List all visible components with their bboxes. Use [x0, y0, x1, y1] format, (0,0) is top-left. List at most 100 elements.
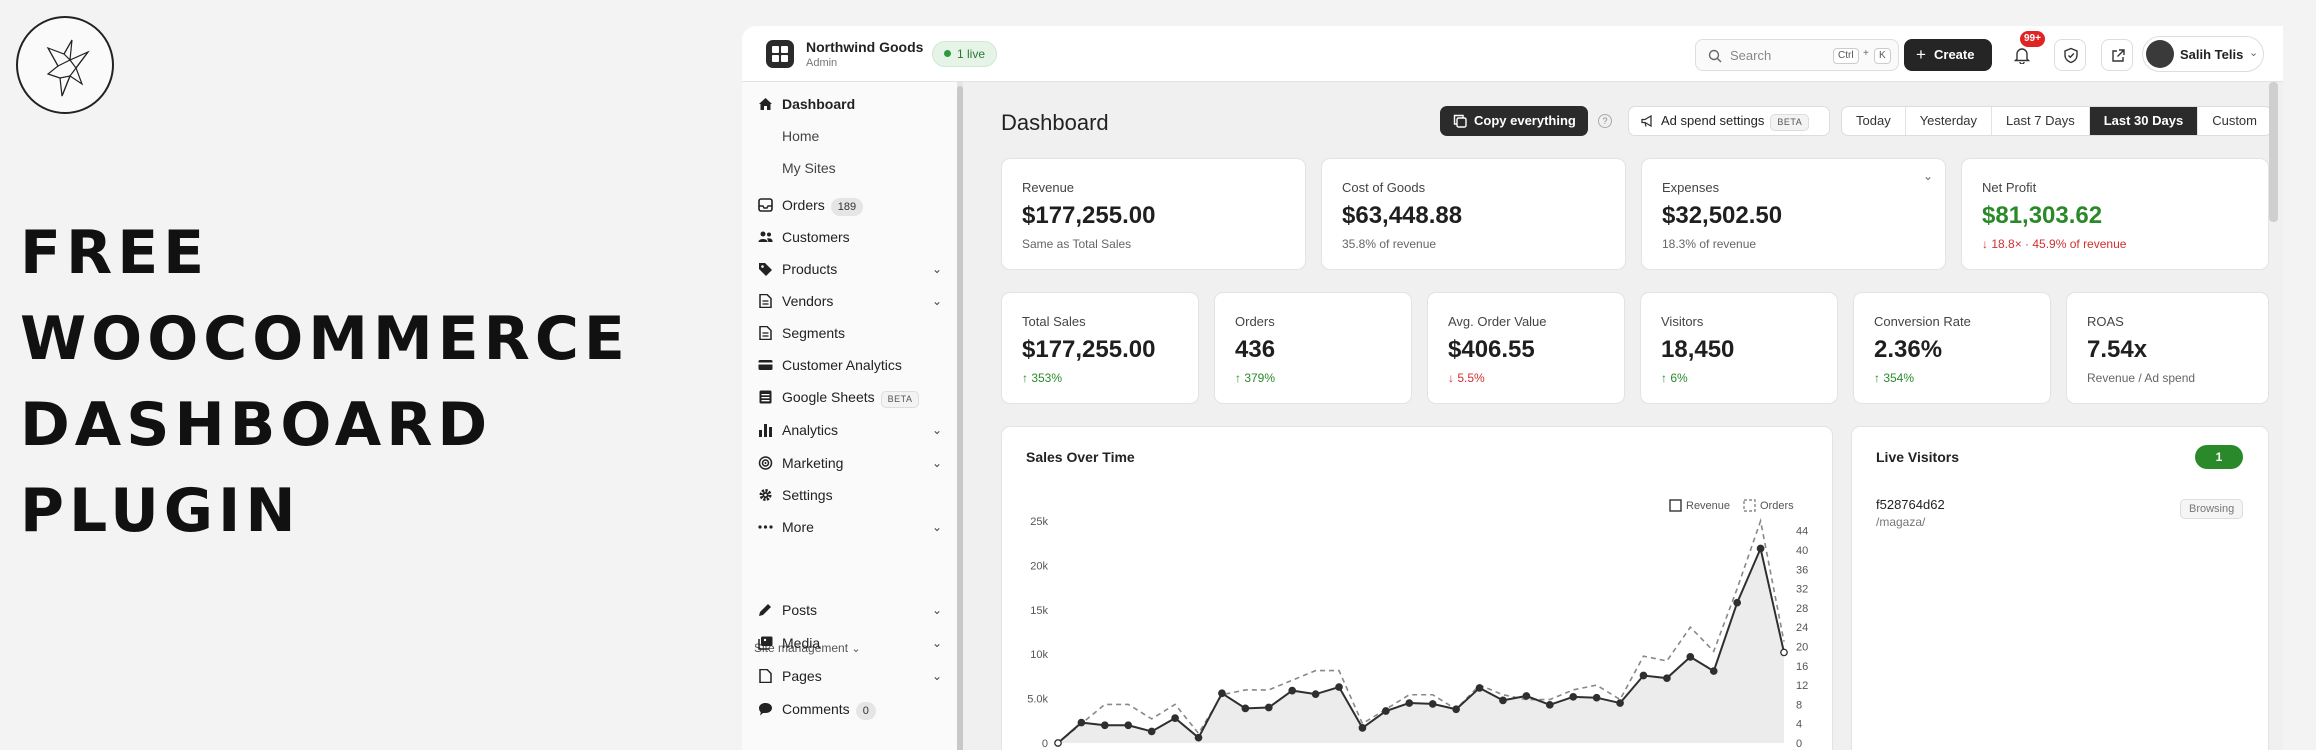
copy-icon [1453, 114, 1467, 128]
y-left-tick-label: 25k [1030, 516, 1048, 528]
page-scrollbar[interactable] [2269, 82, 2278, 222]
revenue-point [1475, 684, 1484, 692]
revenue-point [1663, 674, 1671, 683]
headline-line: FREE [20, 218, 210, 288]
sidebar-item-customer-analytics[interactable]: Customer Analytics [758, 351, 948, 379]
sidebar-item-settings[interactable]: Settings [758, 481, 948, 509]
sidebar-item-google-sheets[interactable]: Google Sheets BETA [758, 383, 948, 411]
kpi-change: ↑ 354% [1874, 371, 1915, 385]
sidebar-item-vendors[interactable]: Vendors ⌄ [758, 287, 948, 315]
sidebar-item-label: Posts [782, 602, 818, 618]
plus-icon: + [1916, 45, 1926, 64]
live-dot-icon [944, 50, 951, 57]
y-left-tick-label: 10k [1030, 649, 1048, 661]
tab-last-30-days[interactable]: Last 30 Days [2089, 107, 2199, 135]
comments-count-badge: 0 [855, 702, 876, 720]
y-right-tick-label: 36 [1796, 564, 1808, 576]
kpi-label: Revenue [1022, 180, 1075, 195]
tab-yesterday[interactable]: Yesterday [1906, 107, 1993, 135]
sidebar-item-products[interactable]: Products ⌄ [758, 255, 948, 283]
sidebar-item-orders[interactable]: Orders 189 [758, 191, 948, 219]
site-management-toggle[interactable]: Site management ⌄ [754, 641, 861, 655]
chevron-down-icon: ⌄ [931, 520, 942, 534]
tab-last-7-days[interactable]: Last 7 Days [1992, 107, 2090, 135]
sidebar-item-label: Products [782, 261, 838, 277]
sidebar-item-media[interactable]: Media ⌄ [758, 629, 948, 657]
users-icon [758, 231, 773, 242]
ad-spend-settings-button[interactable]: Ad spend settings BETA [1628, 106, 1830, 136]
sidebar-item-comments[interactable]: Comments 0 [758, 695, 948, 723]
sidebar-item-marketing[interactable]: Marketing ⌄ [758, 449, 948, 477]
revenue-point [1054, 739, 1062, 747]
promo-panel: FREE WOOCOMMERCE DASHBOARD PLUGIN [0, 0, 740, 750]
sidebar-item-my-sites[interactable]: My Sites [782, 160, 836, 176]
sidebar-item-posts[interactable]: Posts ⌄ [758, 596, 948, 624]
store-name[interactable]: Northwind Goods [806, 39, 924, 55]
orders-count-badge: 189 [830, 198, 864, 216]
sidebar-item-segments[interactable]: Segments [758, 319, 948, 347]
sidebar-item-pages[interactable]: Pages ⌄ [758, 662, 948, 690]
external-link-icon [2112, 49, 2125, 62]
revenue-point [1733, 598, 1742, 607]
y-right-tick-label: 0 [1796, 738, 1802, 750]
topbar: Northwind Goods Admin 1 live Search Ctrl… [742, 26, 2283, 82]
sidebar-item-analytics[interactable]: Analytics ⌄ [758, 416, 948, 444]
revenue-point [1382, 707, 1390, 715]
tab-today[interactable]: Today [1842, 107, 1906, 135]
search-input[interactable]: Search Ctrl + K [1695, 39, 1899, 71]
sidebar-item-label: Customer Analytics [782, 357, 902, 373]
kpi-label: Net Profit [1982, 180, 2037, 195]
card-icon [758, 360, 773, 370]
tab-custom[interactable]: Custom [2212, 113, 2257, 128]
visitor-id[interactable]: f528764d62 [1876, 497, 1945, 512]
sidebar-item-label: Vendors [782, 293, 834, 309]
kpi-card-roas: ROAS 7.54x Revenue / Ad spend [2066, 292, 2269, 404]
y-right-tick-label: 44 [1796, 526, 1808, 538]
shield-check-icon [2064, 47, 2078, 64]
sidebar-item-more[interactable]: More ⌄ [758, 513, 948, 541]
revenue-point [1405, 699, 1414, 707]
kpi-label: Avg. Order Value [1448, 314, 1547, 329]
kpi-value: $177,255.00 [1022, 336, 1156, 363]
kpi-value: 2.36% [1874, 336, 1943, 363]
security-button[interactable] [2054, 39, 2086, 71]
create-button[interactable]: + Create [1904, 39, 1992, 71]
user-menu[interactable]: Salih Telis ⌄ [2142, 36, 2264, 72]
live-label: 1 live [957, 47, 986, 61]
kpi-label: Conversion Rate [1874, 314, 1971, 329]
notifications-button[interactable]: 99+ [2006, 31, 2045, 71]
sidebar-item-label: Analytics [782, 422, 839, 438]
sidebar-item-dashboard[interactable]: Dashboard [758, 90, 948, 118]
sales-over-time-card: Sales Over Time 0 5.0k 10k 15k 20k 25k 0 4 8 12 16… [1001, 426, 1833, 750]
chevron-down-icon: ⌄ [931, 423, 942, 437]
y-right-tick-label: 24 [1796, 622, 1808, 634]
sidebar-item-home[interactable]: Home [782, 128, 820, 144]
revenue-point [1264, 703, 1273, 712]
external-link-button[interactable] [2101, 39, 2133, 71]
kpi-card-total-sales: Total Sales $177,255.00 ↑ 353% [1001, 292, 1199, 404]
chevron-down-icon[interactable]: ⌄ [1922, 169, 1933, 183]
sidebar-item-label: Comments [782, 701, 850, 717]
revenue-point [1592, 693, 1601, 702]
megaphone-icon [1641, 115, 1652, 128]
target-icon [758, 456, 773, 470]
date-range-tabs: Today Yesterday Last 7 Days Last 30 Days… [1841, 106, 2272, 136]
kpi-label: Visitors [1661, 314, 1704, 329]
sidebar-item-customers[interactable]: Customers [758, 223, 948, 251]
live-status-pill[interactable]: 1 live [932, 41, 998, 67]
copy-everything-button[interactable]: Copy everything [1440, 106, 1588, 136]
legend-orders-swatch [1743, 499, 1756, 512]
sidebar-scroll-thumb[interactable] [957, 86, 963, 750]
sidebar-item-label: Media [782, 635, 821, 651]
store-grid-icon[interactable] [766, 40, 794, 68]
kpi-subtext: ↓ 18.8× · 45.9% of revenue [1982, 237, 2127, 251]
revenue-point [1077, 718, 1086, 727]
sheet-icon [759, 390, 772, 404]
help-icon[interactable]: ? [1598, 114, 1612, 128]
gear-icon [759, 489, 772, 501]
kpi-value: $32,502.50 [1662, 202, 1783, 229]
revenue-point [1147, 727, 1156, 736]
live-visitors-card: Live Visitors 1 f528764d62 /magaza/ Brow… [1851, 426, 2269, 750]
chevron-down-icon: ⌄ [931, 669, 942, 683]
kpi-value: 7.54x [2087, 336, 2148, 363]
